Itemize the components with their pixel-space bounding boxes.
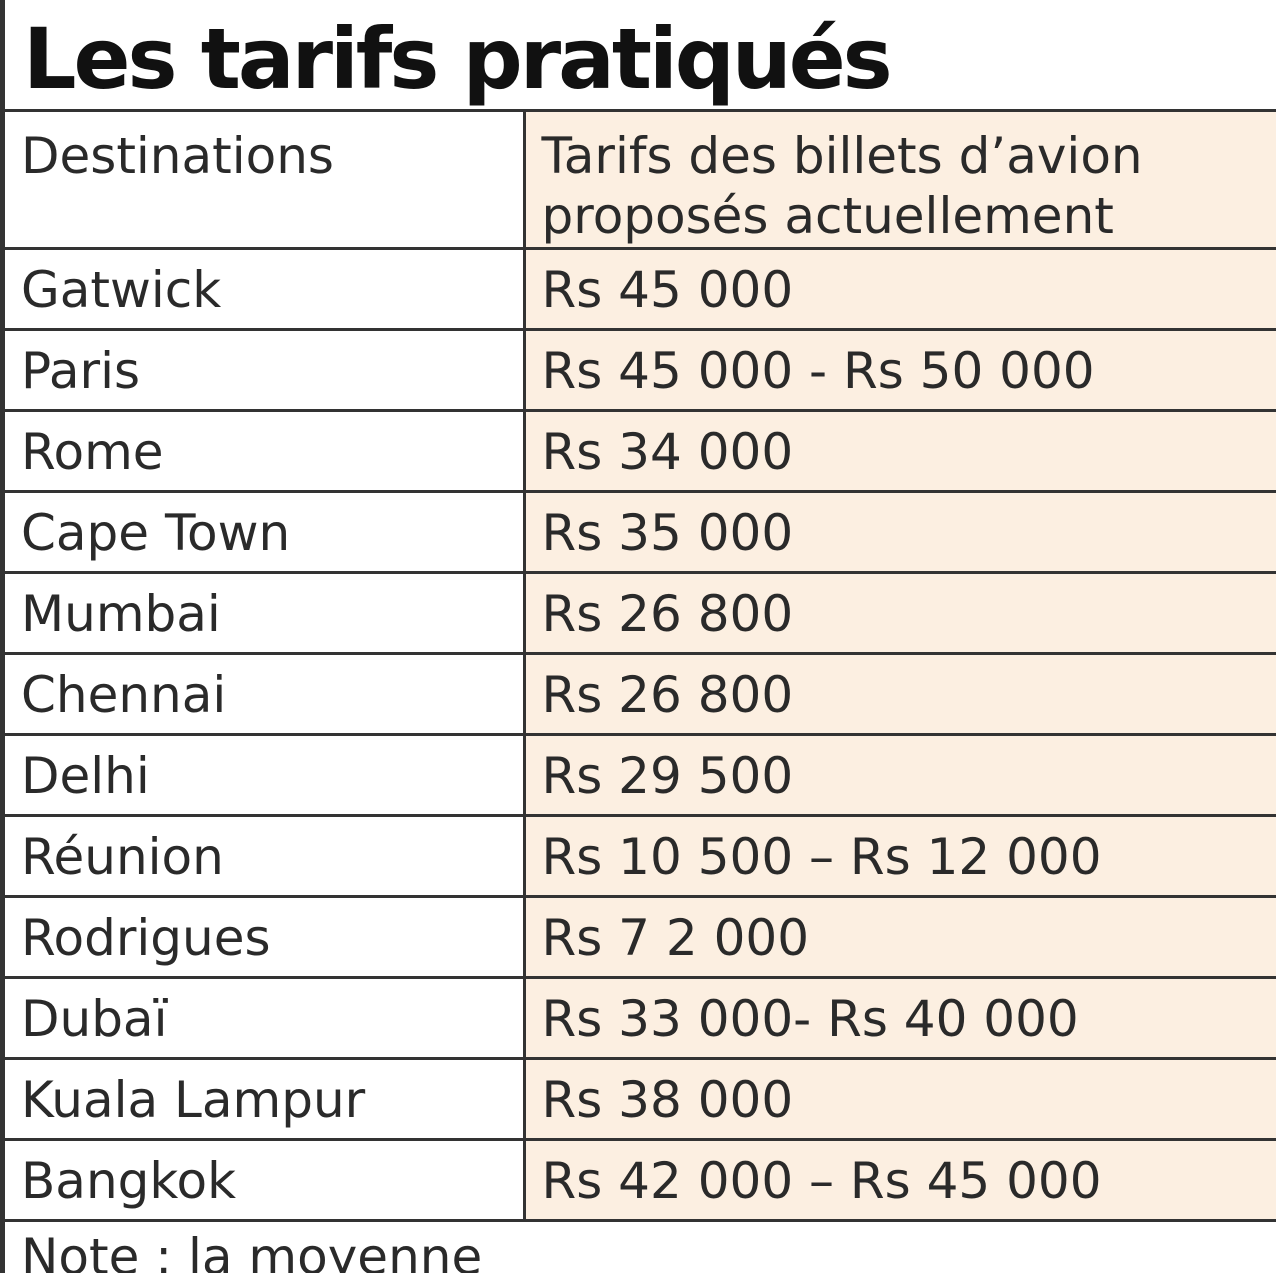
table-row: Mumbai Rs 26 800 xyxy=(5,572,1276,655)
table-header-row: Destinations Tarifs des billets d’avion … xyxy=(5,112,1276,250)
fares-table: Destinations Tarifs des billets d’avion … xyxy=(5,112,1276,1222)
table-row: Chennai Rs 26 800 xyxy=(5,653,1276,736)
table-row: Réunion Rs 10 500 – Rs 12 000 xyxy=(5,815,1276,898)
fare-cell: Rs 26 800 xyxy=(524,572,1276,655)
fare-cell: Rs 45 000 xyxy=(524,248,1276,331)
destination-cell: Kuala Lampur xyxy=(5,1058,526,1141)
destination-cell: Cape Town xyxy=(5,491,526,574)
table-row: Rodrigues Rs 7 2 000 xyxy=(5,896,1276,979)
fare-cell: Rs 45 000 - Rs 50 000 xyxy=(524,329,1276,412)
fare-cell: Rs 33 000- Rs 40 000 xyxy=(524,977,1276,1060)
fare-cell: Rs 34 000 xyxy=(524,410,1276,493)
table-row: Gatwick Rs 45 000 xyxy=(5,248,1276,331)
destination-cell: Rodrigues xyxy=(5,896,526,979)
table-row: Rome Rs 34 000 xyxy=(5,410,1276,493)
destination-column-header: Destinations xyxy=(5,112,526,250)
destination-cell: Chennai xyxy=(5,653,526,736)
fares-table-body: Gatwick Rs 45 000 Paris Rs 45 000 - Rs 5… xyxy=(5,248,1276,1222)
fare-cell: Rs 10 500 – Rs 12 000 xyxy=(524,815,1276,898)
table-row: Delhi Rs 29 500 xyxy=(5,734,1276,817)
fare-cell: Rs 29 500 xyxy=(524,734,1276,817)
table-row: Kuala Lampur Rs 38 000 xyxy=(5,1058,1276,1141)
fare-cell: Rs 35 000 xyxy=(524,491,1276,574)
table-row: Cape Town Rs 35 000 xyxy=(5,491,1276,574)
table-row: Bangkok Rs 42 000 – Rs 45 000 xyxy=(5,1139,1276,1222)
fare-cell: Rs 7 2 000 xyxy=(524,896,1276,979)
destination-cell: Rome xyxy=(5,410,526,493)
table-note: Note : la moyenne xyxy=(21,1227,483,1273)
table-row: Dubaï Rs 33 000- Rs 40 000 xyxy=(5,977,1276,1060)
destination-cell: Delhi xyxy=(5,734,526,817)
destination-cell: Dubaï xyxy=(5,977,526,1060)
destination-cell: Bangkok xyxy=(5,1139,526,1222)
fare-column-header: Tarifs des billets d’avion proposés actu… xyxy=(524,112,1276,250)
fare-cell: Rs 38 000 xyxy=(524,1058,1276,1141)
destination-cell: Paris xyxy=(5,329,526,412)
table-row: Paris Rs 45 000 - Rs 50 000 xyxy=(5,329,1276,412)
page-title: Les tarifs pratiqués xyxy=(5,0,1276,112)
fare-cell: Rs 42 000 – Rs 45 000 xyxy=(524,1139,1276,1222)
destination-cell: Mumbai xyxy=(5,572,526,655)
destination-cell: Gatwick xyxy=(5,248,526,331)
destination-cell: Réunion xyxy=(5,815,526,898)
fare-cell: Rs 26 800 xyxy=(524,653,1276,736)
